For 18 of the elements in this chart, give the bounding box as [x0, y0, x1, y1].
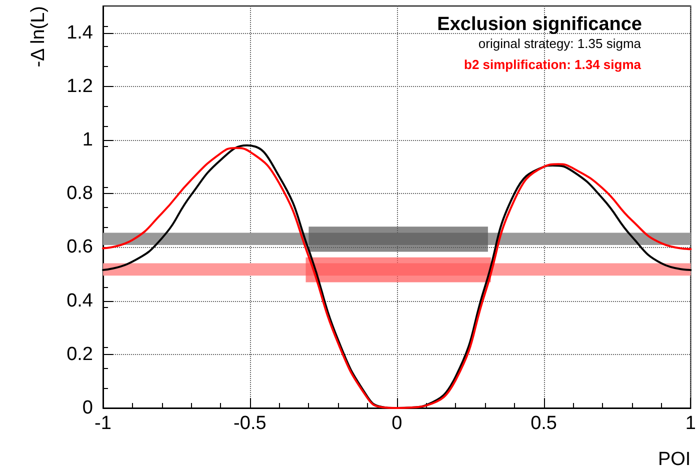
chart-title: Exclusion significance [437, 14, 642, 35]
annotation: b2 simplification: 1.34 sigma [464, 57, 642, 72]
x-tick-label: 0 [392, 413, 402, 434]
y-tick-label: 0.4 [66, 290, 94, 312]
x-axis-title: POI [658, 449, 691, 470]
y-axis-title: -Δ ln(L) [28, 6, 49, 68]
y-tick-label: 0.2 [66, 344, 93, 365]
y-tick-label: 0.8 [66, 183, 93, 204]
x-tick-label: 1 [685, 413, 696, 434]
y-tick-label: 1.2 [66, 76, 93, 97]
y-tick-label: 0.6 [66, 236, 93, 258]
x-tick-label: 0.5 [530, 413, 557, 434]
x-tick-label: -0.5 [234, 413, 266, 434]
y-tick-label: 1.4 [66, 22, 94, 44]
y-tick-label: 1 [82, 130, 93, 150]
x-tick-label: -1 [94, 413, 112, 434]
y-tick-label: 0 [82, 398, 93, 418]
annotation: original strategy: 1.35 sigma [478, 36, 642, 51]
